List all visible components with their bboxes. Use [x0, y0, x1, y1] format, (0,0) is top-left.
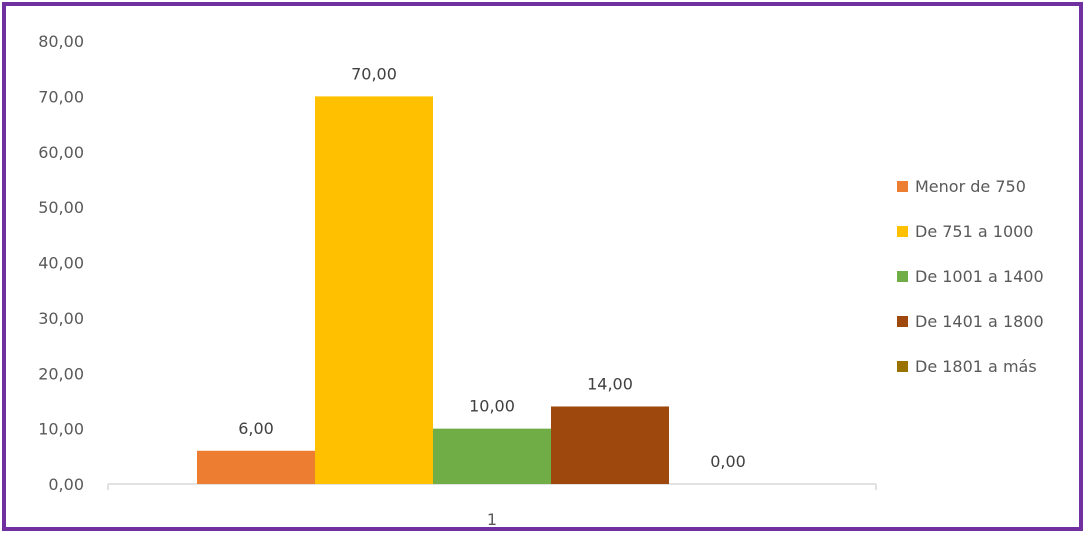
data-label: 6,00 [238, 419, 274, 438]
y-tick-label: 0,00 [48, 475, 84, 494]
y-tick-label: 70,00 [38, 87, 84, 106]
bar [197, 450, 315, 484]
y-tick-label: 80,00 [38, 32, 84, 51]
legend-swatch [897, 271, 908, 282]
legend-swatch [897, 361, 908, 372]
legend-swatch [897, 181, 908, 192]
bar [551, 406, 669, 484]
legend-label: De 751 a 1000 [915, 222, 1033, 241]
legend-label: De 1001 a 1400 [915, 267, 1044, 286]
bar [315, 96, 433, 484]
data-label: 14,00 [587, 374, 633, 393]
bar [433, 428, 551, 484]
legend-label: De 1401 a 1800 [915, 312, 1044, 331]
data-label: 0,00 [710, 452, 746, 471]
y-tick-label: 30,00 [38, 309, 84, 328]
y-tick-label: 20,00 [38, 364, 84, 383]
y-tick-label: 60,00 [38, 143, 84, 162]
legend-label: Menor de 750 [915, 177, 1026, 196]
y-tick-label: 50,00 [38, 198, 84, 217]
y-tick-label: 10,00 [38, 420, 84, 439]
legend-swatch [897, 226, 908, 237]
legend-label: De 1801 a más [915, 357, 1037, 376]
legend-swatch [897, 316, 908, 327]
y-tick-label: 40,00 [38, 254, 84, 273]
data-label: 70,00 [351, 64, 397, 83]
x-tick-label: 1 [487, 510, 497, 529]
data-label: 10,00 [469, 397, 515, 416]
